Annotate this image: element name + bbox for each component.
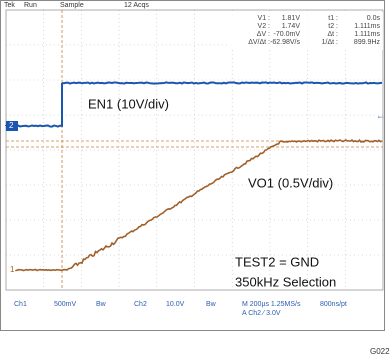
ch2-marker-bg — [6, 121, 18, 131]
trigger-setting: A Ch2 ⁄ 3.0V — [242, 310, 281, 317]
readout-cell: ΔV : — [257, 31, 270, 38]
readout-cell: 1/Δt : — [322, 39, 338, 46]
timebase: M 200µs 1.25MS/s — [242, 301, 301, 308]
ch1-marker: 1 — [10, 265, 15, 274]
readout-cell: 0.0s — [367, 15, 381, 22]
readout-cell: -70.0mV — [274, 31, 301, 38]
figure-id: G022 — [370, 347, 390, 356]
en1-waveform — [5, 81, 383, 128]
acq-mode: Sample — [60, 2, 84, 9]
vo1-label: VO1 (0.5V/div) — [248, 175, 333, 190]
readout-cell: t2 : — [328, 23, 338, 30]
ch2-name: Ch2 — [134, 301, 147, 308]
ch2-bw: Bw — [206, 301, 217, 308]
readout-cell: t1 : — [328, 15, 338, 22]
readout-cell: -62.98V/s — [270, 39, 300, 46]
readout-cell: ΔV/Δt : — [248, 39, 270, 46]
run-state: Run — [24, 2, 37, 9]
readout-cell: 899.9Hz — [354, 39, 381, 46]
readout-cell: 1.111ms — [354, 23, 380, 30]
readout-cell: 1.81V — [282, 15, 301, 22]
readout-cell: 1.74V — [282, 23, 301, 30]
graticule — [6, 10, 383, 290]
frequency-label: 350kHz Selection — [235, 274, 336, 289]
readout-box — [228, 12, 383, 50]
acq-count: 12 Acqs — [124, 2, 149, 9]
ch1-name: Ch1 — [14, 301, 27, 308]
resolution: 800ns/pt — [320, 301, 347, 308]
en1-label: EN1 (10V/div) — [88, 96, 169, 111]
ch2-marker: 2 — [9, 121, 14, 130]
ch1-bw: Bw — [96, 301, 107, 308]
trigger-arrow: ← — [376, 110, 385, 120]
readout-cell: V2 : — [258, 23, 271, 30]
screen-border — [0, 0, 385, 331]
test2-label: TEST2 = GND — [235, 254, 319, 269]
readout-cell: Δt : — [327, 31, 338, 38]
cursor-readout: V1 : 1.81V t1 : 0.0s V2 : 1.74V t2 : 1.111ms ΔV … — [248, 15, 380, 46]
vo1-waveform — [15, 138, 383, 272]
brand: Tek — [4, 2, 15, 9]
graticule-frame — [5, 9, 384, 291]
readout-cell: V1 : — [258, 15, 271, 22]
readout-cell: 1.111ms — [354, 31, 380, 38]
ch2-scale: 10.0V — [166, 301, 185, 308]
ch1-scale: 500mV — [54, 301, 77, 308]
